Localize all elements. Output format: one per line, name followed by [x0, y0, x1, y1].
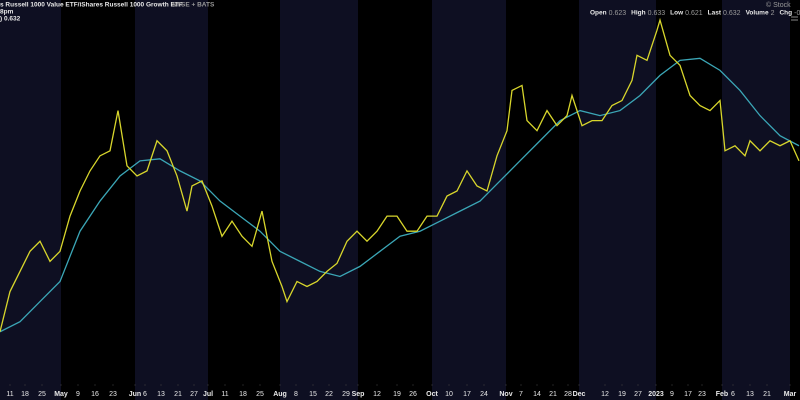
month-band	[722, 0, 790, 400]
quote-value: 0.632	[723, 10, 741, 17]
x-tick-label: 24	[480, 391, 488, 398]
month-band	[579, 0, 656, 400]
x-tick-label: May	[54, 391, 68, 398]
x-tick-label: Jun	[129, 391, 141, 398]
x-tick-label: 17	[684, 391, 692, 398]
quote-value: 0.633	[648, 10, 666, 17]
x-tick-label: Sep	[352, 391, 365, 398]
month-band	[506, 0, 579, 400]
x-tick-label: 10	[445, 391, 453, 398]
x-tick-label: Mar	[784, 391, 797, 398]
x-tick-label: Nov	[499, 391, 512, 398]
quote-value: 2	[771, 10, 775, 17]
x-tick-label: Jul	[203, 391, 213, 398]
quote-label: Open	[590, 10, 607, 17]
x-tick-label: 25	[38, 391, 46, 398]
x-tick-label: 16	[91, 391, 99, 398]
month-band	[280, 0, 358, 400]
x-tick-label: 12	[601, 391, 609, 398]
x-tick-label: 8	[294, 391, 298, 398]
x-tick-label: 29	[342, 391, 350, 398]
symbol: s Russell 1000 Value ETF/iShares Russell…	[0, 2, 183, 9]
month-band	[0, 0, 61, 400]
x-tick-label: 11	[221, 391, 228, 398]
x-tick-label: 2023	[648, 391, 664, 398]
month-band	[432, 0, 506, 400]
quote: Open 0.623 High 0.633 Low 0.621 Last 0.632 Volum…	[590, 10, 800, 17]
x-tick-label: 27	[634, 391, 642, 398]
month-band	[135, 0, 208, 400]
x-tick-label: 15	[309, 391, 317, 398]
menu-icon[interactable]	[791, 16, 798, 21]
quote-value: -0.007	[794, 10, 800, 17]
last-line: ) 0.632	[0, 16, 21, 23]
x-tick-label: 18	[21, 391, 29, 398]
quote-value: 0.621	[685, 10, 703, 17]
price-line	[0, 57, 800, 333]
plot: 11 18 25 May 9 16 23 Jun 6 13 21 27 Jul 11 18 25 Aug 8 15 2…	[0, 17, 800, 398]
quote-value: 0.623	[609, 10, 627, 17]
x-tick-label: 28	[564, 391, 572, 398]
time: 8pm	[0, 9, 14, 16]
quote-label: Chg	[779, 10, 792, 17]
x-tick-label: 17	[463, 391, 471, 398]
x-tick-label: 23	[109, 391, 117, 398]
quote-label: Low	[670, 10, 684, 17]
x-tick-label: Aug	[273, 391, 287, 398]
x-tick-label: 6	[731, 391, 735, 398]
quote-label: Volume	[746, 10, 769, 17]
month-band	[656, 0, 722, 400]
x-tick-label: 12	[373, 391, 381, 398]
month-band	[61, 0, 135, 400]
x-tick-label: 21	[763, 391, 771, 398]
x-tick-label: 9	[76, 391, 80, 398]
month-band	[790, 0, 800, 400]
x-tick-label: 25	[256, 391, 264, 398]
month-band	[358, 0, 432, 400]
x-tick-label: Dec	[573, 391, 586, 398]
x-tick-label: 14	[533, 391, 541, 398]
price-line	[0, 17, 800, 332]
x-tick-label: 21	[174, 391, 182, 398]
x-tick-label: 9	[670, 391, 674, 398]
quote-label: Last	[708, 10, 722, 17]
x-tick-label: 27	[190, 391, 198, 398]
x-tick-label: 13	[746, 391, 754, 398]
quote-label: High	[631, 10, 645, 17]
x-tick-label: 23	[698, 391, 706, 398]
x-tick-label: Oct	[426, 391, 438, 398]
x-tick-label: Feb	[716, 391, 728, 398]
x-tick-label: 19	[618, 391, 626, 398]
month-band	[208, 0, 280, 400]
x-tick-label: 13	[157, 391, 165, 398]
x-tick-label: 19	[393, 391, 401, 398]
credit: © Stock	[766, 1, 791, 9]
x-tick-label: 11	[6, 391, 13, 398]
exchange: NYSE + BATS	[172, 2, 215, 9]
x-tick-label: 7	[519, 391, 523, 398]
x-tick-label: 22	[325, 391, 333, 398]
x-tick-label: 18	[239, 391, 247, 398]
x-tick-label: 26	[409, 391, 417, 398]
x-tick-label: 6	[143, 391, 147, 398]
x-tick-label: 21	[549, 391, 557, 398]
